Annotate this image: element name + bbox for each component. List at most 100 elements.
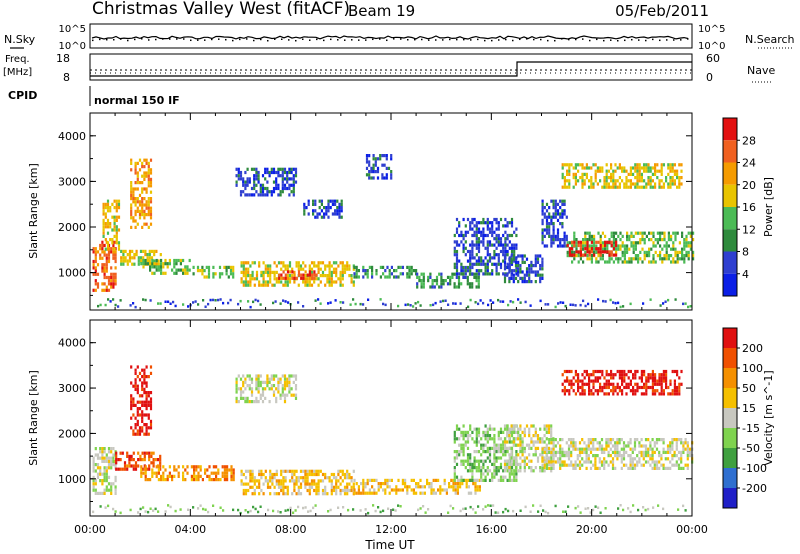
data-region-3 xyxy=(140,465,235,482)
y-tick-label: 3000 xyxy=(58,175,86,188)
station-title: Christmas Valley West (fitACF) xyxy=(92,0,350,19)
x-tick-label: 00:00 xyxy=(676,523,708,536)
colorbar-tick-label: 16 xyxy=(742,201,756,214)
data-region-14 xyxy=(566,240,618,257)
colorbar-segment xyxy=(723,207,737,230)
y-tick-label: 3000 xyxy=(58,382,86,395)
nsky-label: N.Sky xyxy=(4,33,36,46)
colorbar-tick-label: 15 xyxy=(742,402,756,415)
freq-label-top: Freq. xyxy=(5,54,30,65)
nsky-trace xyxy=(91,35,689,42)
data-region-10 xyxy=(235,374,298,404)
colorbar-tick-label: 50 xyxy=(742,382,756,395)
colorbar-tick-label: 200 xyxy=(742,342,763,355)
data-region-7 xyxy=(503,424,555,473)
data-region-16 xyxy=(235,167,298,197)
y-tick-label: 2000 xyxy=(58,427,86,440)
beam-label: Beam 19 xyxy=(348,2,415,20)
colorbar-tick-label: 4 xyxy=(742,268,749,281)
colorbar-segment xyxy=(723,368,737,388)
data-region-12 xyxy=(541,199,568,248)
colorbar-segment xyxy=(723,408,737,428)
data-region-0 xyxy=(92,447,117,495)
colorbar-tick-label: 100 xyxy=(742,362,763,375)
colorbar-segment xyxy=(723,468,737,488)
near-range-clutter xyxy=(97,298,692,309)
y-tick-label: 1000 xyxy=(58,267,86,280)
freq-label-bottom: [MHz] xyxy=(3,67,32,78)
freq-tick-high: 18 xyxy=(56,52,70,65)
data-region-5 xyxy=(192,265,235,279)
data-region-9 xyxy=(561,369,683,396)
y-tick-label: 2000 xyxy=(58,221,86,234)
colorbar-tick-label: 24 xyxy=(742,157,756,170)
data-region-8 xyxy=(541,438,694,470)
colorbar-label: Velocity [m s^-1] xyxy=(762,370,775,465)
colorbar-segment xyxy=(723,118,737,141)
range-axis-label-power: Slant Range [km] xyxy=(27,163,40,259)
mode-label: normal 150 IF xyxy=(94,94,180,107)
colorbar-segment xyxy=(723,251,737,274)
colorbar-segment xyxy=(723,140,737,163)
freq-panel: Freq. [MHz] 18 8 60 0 Nave xyxy=(3,52,775,84)
nsearch-tick-low: 10^0 xyxy=(698,41,725,52)
freq-tick-low: 8 xyxy=(63,71,70,84)
nsky-tick-high: 10^5 xyxy=(59,24,86,35)
data-region-4 xyxy=(140,258,191,275)
y-tick-label: 4000 xyxy=(58,337,86,350)
nsky-panel: N.Sky 10^5 10^0 10^5 10^0 N.Search xyxy=(4,23,795,52)
data-region-5 xyxy=(353,478,481,495)
colorbar-frame xyxy=(722,327,738,509)
y-tick-label: 1000 xyxy=(58,473,86,486)
colorbar-tick-label: 8 xyxy=(742,246,749,259)
data-region-0 xyxy=(92,240,117,292)
data-region-18 xyxy=(365,154,393,180)
nsky-tick-low: 10^0 xyxy=(59,41,86,52)
x-tick-label: 16:00 xyxy=(475,523,507,536)
colorbar-segment xyxy=(723,448,737,468)
colorbar-segment xyxy=(723,184,737,207)
velocity-panel: 1000 2000 3000 4000 00:00 04:00 08:00 12:00 16:0… xyxy=(58,319,775,536)
power-panel: 1000 2000 3000 4000 28 24 20 16 12 8 4 Power [dB] xyxy=(58,112,775,311)
panel-frame xyxy=(89,319,693,517)
colorbar-segment xyxy=(723,229,737,252)
data-region-17 xyxy=(303,199,343,219)
colorbar-segment xyxy=(723,328,737,348)
colorbar-segment xyxy=(723,428,737,448)
colorbar-tick-label: -100 xyxy=(742,462,767,475)
data-region-6 xyxy=(240,261,355,287)
colorbar-tick-label: -200 xyxy=(742,482,767,495)
colorbar-segment xyxy=(723,162,737,185)
near-range-clutter xyxy=(92,504,687,515)
nave-label: Nave xyxy=(747,64,775,77)
colorbar-tick-label: 20 xyxy=(742,179,756,192)
cpid-label: CPID xyxy=(8,89,37,102)
data-region-11 xyxy=(503,254,544,284)
x-tick-label: 04:00 xyxy=(174,523,206,536)
x-tick-label: 08:00 xyxy=(275,523,307,536)
colorbar-segment xyxy=(723,488,737,508)
data-region-3 xyxy=(130,158,153,229)
nsearch-tick-high: 10^5 xyxy=(698,24,725,35)
colorbar-label: Power [dB] xyxy=(762,177,775,237)
data-region-10 xyxy=(453,217,518,276)
time-axis-label: Time UT xyxy=(364,538,415,552)
colorbar-tick-label: -50 xyxy=(742,442,760,455)
data-region-8 xyxy=(353,265,418,279)
x-tick-label: 20:00 xyxy=(576,523,608,536)
data-region-4 xyxy=(240,469,355,496)
data-region-1 xyxy=(102,199,121,251)
range-axis-label-velocity: Slant Range [km] xyxy=(27,370,40,466)
x-tick-label: 00:00 xyxy=(74,523,106,536)
data-region-7 xyxy=(278,270,318,280)
colorbar-tick-label: 12 xyxy=(742,223,756,236)
colorbar-segment xyxy=(723,273,737,296)
y-tick-label: 4000 xyxy=(58,130,86,143)
nave-tick-high: 60 xyxy=(706,52,720,65)
data-region-15 xyxy=(561,163,683,189)
colorbar-segment xyxy=(723,348,737,368)
date-label: 05/Feb/2011 xyxy=(615,2,709,20)
colorbar-tick-label: 28 xyxy=(742,134,756,147)
data-region-1 xyxy=(115,451,162,471)
